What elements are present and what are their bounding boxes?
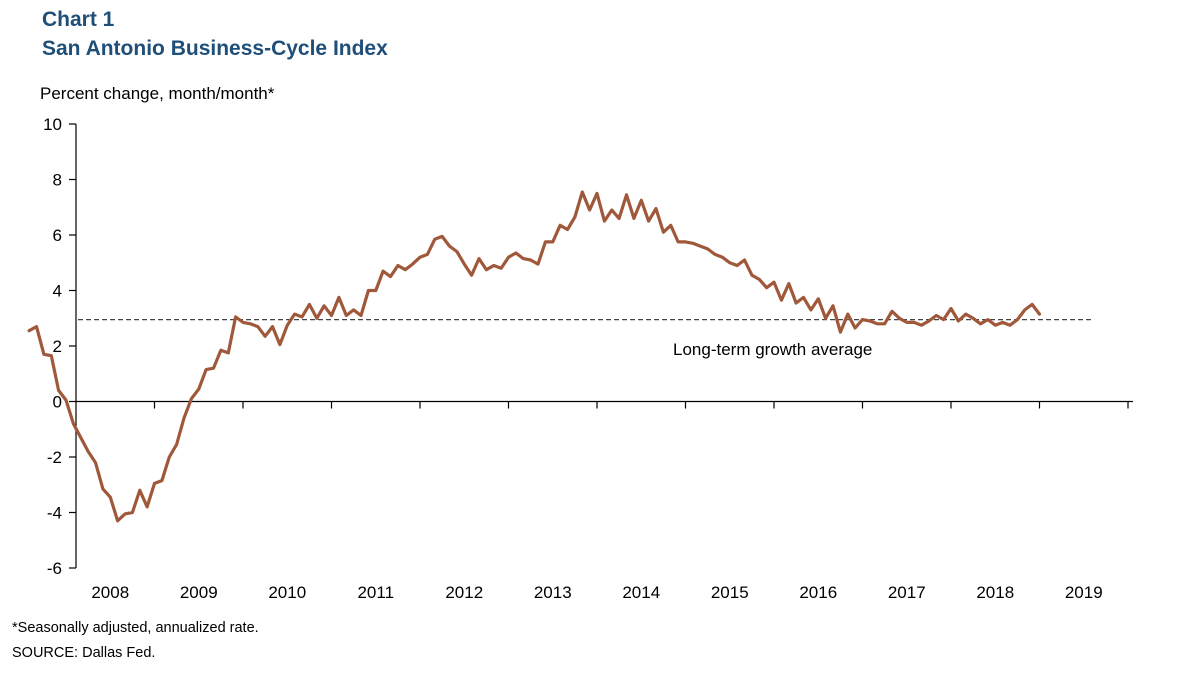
y-tick-label: -4 (47, 504, 62, 523)
x-tick-label: 2019 (1065, 583, 1103, 602)
y-tick-label: 6 (53, 226, 62, 245)
x-tick-label: 2014 (622, 583, 660, 602)
y-tick-label: 4 (53, 282, 62, 301)
footnote-note: *Seasonally adjusted, annualized rate. (12, 620, 259, 636)
x-tick-label: 2018 (976, 583, 1014, 602)
y-tick-label: 10 (43, 115, 62, 134)
title-block: Chart 1 San Antonio Business-Cycle Index (42, 6, 388, 64)
x-tick-label: 2009 (180, 583, 218, 602)
x-tick-label: 2013 (534, 583, 572, 602)
footnote-source: SOURCE: Dallas Fed. (12, 645, 156, 661)
x-tick-label: 2008 (91, 583, 129, 602)
y-tick-label: 0 (53, 393, 62, 412)
y-tick-label: 8 (53, 171, 62, 190)
reference-line-label: Long-term growth average (673, 340, 872, 359)
y-tick-label: 2 (53, 337, 62, 356)
x-tick-label: 2015 (711, 583, 749, 602)
y-axis-label: Percent change, month/month* (40, 84, 275, 103)
x-tick-label: 2017 (888, 583, 926, 602)
chart-number: Chart 1 (42, 8, 115, 31)
x-tick-label: 2011 (357, 583, 394, 602)
y-tick-label: -2 (47, 448, 62, 467)
x-tick-label: 2012 (445, 583, 483, 602)
chart-title: San Antonio Business-Cycle Index (42, 37, 388, 60)
x-tick-label: 2016 (799, 583, 837, 602)
series-line (27, 190, 1042, 523)
y-tick-label: -6 (47, 559, 62, 578)
x-tick-label: 2010 (268, 583, 306, 602)
